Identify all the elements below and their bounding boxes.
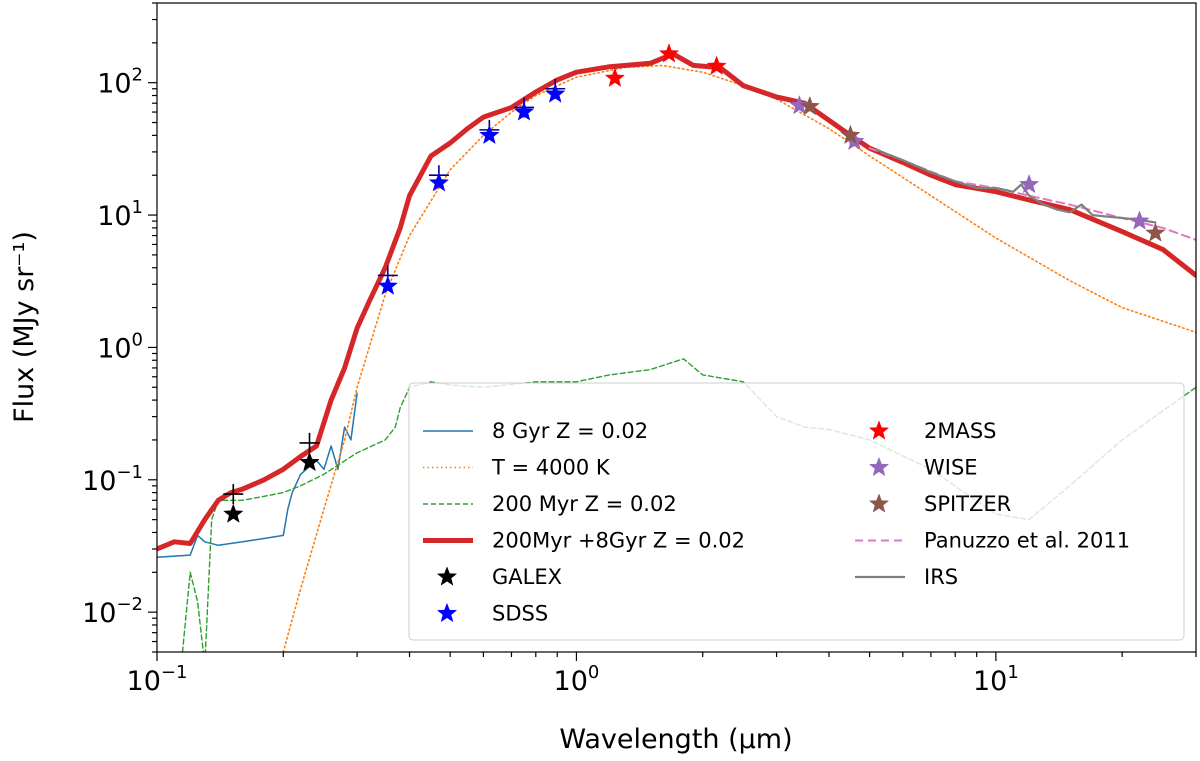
legend-entry-200-myr-z-0-02: 200 Myr Z = 0.02	[423, 492, 677, 516]
legend-entry-galex: GALEX	[436, 565, 562, 589]
data-point-sdss-1	[428, 172, 450, 192]
x-tick-label: 101	[973, 662, 1019, 697]
series-line-8-gyr-z-0-02	[157, 392, 358, 558]
series-line-t-4000-k	[282, 64, 1196, 652]
legend-entry-wise: WISE	[868, 456, 978, 480]
x-tick-label: 100	[554, 662, 600, 697]
legend-label-t-4000-k: T = 4000 K	[491, 456, 611, 480]
legend-marker-2mass	[868, 420, 890, 440]
legend-label-irs: IRS	[924, 565, 958, 589]
series-line-panuzzo-et-al-2011	[868, 147, 1196, 241]
legend-label-spitzer: SPITZER	[924, 492, 1011, 516]
legend-label-200-myr-z-0-02: 200 Myr Z = 0.02	[492, 492, 677, 516]
data-point-sdss-4	[545, 83, 566, 103]
data-point-wise-0	[789, 94, 810, 115]
legend-entry-t-4000-k: T = 4000 K	[423, 456, 611, 480]
y-tick-label: 100	[97, 329, 143, 364]
data-point-sdss-3	[513, 101, 535, 121]
legend-entry-sdss: SDSS	[436, 602, 548, 626]
legend-entry-panuzzo-et-al-2011: Panuzzo et al. 2011	[855, 529, 1130, 553]
legend-marker-sdss	[436, 602, 458, 623]
legend-entry-spitzer: SPITZER	[868, 492, 1011, 516]
legend-label-panuzzo-et-al-2011: Panuzzo et al. 2011	[924, 529, 1130, 553]
y-tick-label: 101	[97, 197, 143, 232]
x-axis-label: Wavelength (μm)	[559, 724, 792, 755]
data-point-galex-0	[223, 503, 244, 523]
legend-label-8-gyr-z-0-02: 8 Gyr Z = 0.02	[492, 419, 648, 443]
legend-marker-galex	[436, 566, 458, 586]
legend: 8 Gyr Z = 0.02 T = 4000 K 200 Myr Z = 0.02…	[408, 382, 1185, 641]
data-point-spitzer-1	[840, 124, 861, 145]
data-point-wise-3	[1129, 210, 1150, 230]
marker-layer	[223, 43, 1166, 523]
x-tick-label: 10−1	[127, 662, 188, 697]
data-point-wise-2	[1018, 173, 1040, 194]
legend-label-200myr-8gyr-z-0-02: 200Myr +8Gyr Z = 0.02	[492, 529, 745, 553]
data-point-sdss-0	[377, 275, 398, 295]
legend-entry-200myr-8gyr-z-0-02: 200Myr +8Gyr Z = 0.02	[423, 529, 745, 553]
legend-label-sdss: SDSS	[492, 602, 548, 626]
y-tick-label: 10−1	[82, 462, 143, 497]
legend-entry-8-gyr-z-0-02: 8 Gyr Z = 0.02	[423, 419, 648, 443]
data-point-spitzer-0	[799, 95, 820, 116]
data-point-2mass-1	[658, 43, 680, 63]
plot-frame	[156, 2, 1197, 653]
legend-frame	[408, 382, 1185, 641]
data-point-galex-1	[299, 451, 320, 472]
legend-label-galex: GALEX	[492, 565, 562, 589]
data-point-2mass-0	[604, 67, 626, 87]
legend-entry-irs: IRS	[855, 565, 958, 589]
data-point-spitzer-2	[1145, 222, 1166, 242]
model-mark-galex-0	[223, 484, 244, 505]
axis-layer: 10−1 100 101 10−2 10−1 100 101 102	[82, 2, 1197, 697]
series-line-irs	[875, 148, 1157, 224]
data-point-sdss-2	[479, 124, 500, 145]
legend-marker-spitzer	[868, 493, 890, 513]
model-mark-galex-1	[299, 432, 320, 453]
legend-label-wise: WISE	[924, 456, 978, 480]
legend-label-2mass: 2MASS	[924, 419, 997, 443]
legend-entry-2mass: 2MASS	[868, 419, 997, 443]
legend-marker-wise	[868, 456, 890, 477]
data-point-2mass-2	[706, 55, 727, 75]
y-tick-label: 10−2	[82, 594, 143, 629]
y-axis-label: Flux (MJy sr⁻¹)	[9, 231, 40, 423]
y-tick-label: 102	[97, 65, 143, 100]
